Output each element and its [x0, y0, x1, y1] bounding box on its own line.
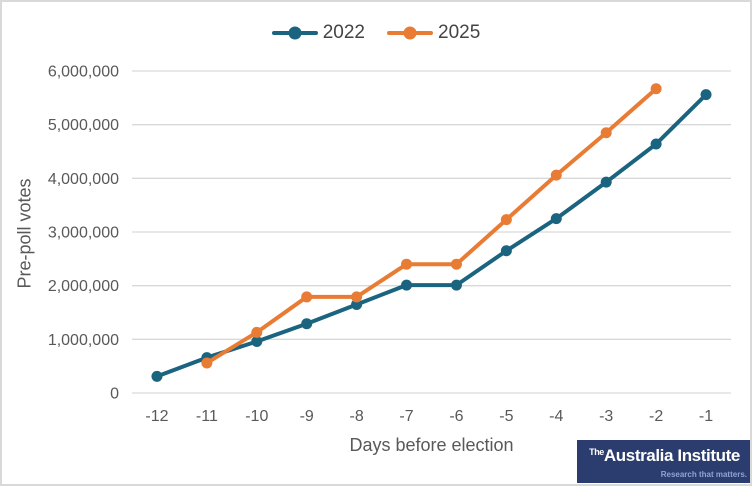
- y-tick-label: 0: [110, 386, 119, 403]
- data-point-marker-2022: [450, 279, 462, 291]
- logo-tagline: Research that matters.: [660, 470, 747, 479]
- x-tick-label: -9: [300, 408, 314, 425]
- legend-item-2025: 2025: [387, 23, 480, 42]
- y-axis-title: Pre-poll votes: [14, 178, 35, 289]
- data-point-marker-2022: [600, 176, 612, 188]
- line-marker-icon: [387, 26, 433, 40]
- data-point-marker-2022: [351, 298, 363, 310]
- data-point-marker-2022: [401, 279, 413, 291]
- logo-wordmark: TheAustralia Institute: [577, 446, 750, 465]
- data-point-marker-2025: [650, 83, 662, 95]
- data-point-marker-2025: [550, 169, 562, 181]
- x-tick-label: -4: [549, 408, 563, 425]
- x-tick-label: -7: [399, 408, 413, 425]
- legend: 2022 2025: [2, 23, 750, 42]
- y-tick-label: 5,000,000: [48, 117, 119, 134]
- x-tick-label: -11: [196, 408, 218, 425]
- y-tick-label: 4,000,000: [48, 171, 119, 188]
- data-point-marker-2022: [151, 370, 163, 382]
- logo-name: Australia Institute: [603, 446, 740, 465]
- x-tick-label: -12: [145, 408, 168, 425]
- x-tick-label: -1: [699, 408, 713, 425]
- data-point-marker-2022: [500, 245, 512, 257]
- data-point-marker-2022: [301, 318, 313, 330]
- data-point-marker-2022: [700, 89, 712, 101]
- data-point-marker-2025: [301, 291, 313, 303]
- data-point-marker-2022: [650, 138, 662, 150]
- data-point-marker-2022: [251, 335, 263, 347]
- series-line-2025: [204, 86, 659, 365]
- data-point-marker-2025: [600, 127, 612, 139]
- line-marker-icon: [271, 26, 318, 40]
- australia-institute-logo: TheAustralia Institute Research that mat…: [577, 440, 750, 483]
- x-tick-label: -3: [599, 408, 613, 425]
- x-tick-label: -5: [499, 408, 513, 425]
- legend-dot: [403, 26, 417, 39]
- data-point-marker-2025: [450, 258, 462, 270]
- data-point-marker-2025: [401, 258, 413, 270]
- x-axis-title: Days before election: [349, 435, 514, 455]
- data-point-marker-2022: [550, 213, 562, 225]
- y-tick-label: 6,000,000: [48, 64, 119, 81]
- data-point-marker-2025: [201, 357, 213, 369]
- y-tick-label: 2,000,000: [48, 278, 119, 295]
- x-tick-label: -8: [350, 408, 364, 425]
- data-point-marker-2025: [251, 326, 263, 338]
- legend-item-2022: 2022: [271, 22, 365, 43]
- legend-label-2025: 2025: [438, 22, 481, 43]
- legend-label-2022: 2022: [322, 22, 365, 43]
- logo-prefix: The: [589, 447, 604, 457]
- y-tick-label: 1,000,000: [48, 332, 119, 349]
- series-line-2022: [154, 92, 709, 379]
- data-point-marker-2025: [500, 214, 512, 226]
- x-tick-label: -2: [649, 408, 663, 425]
- y-tick-label: 3,000,000: [48, 225, 119, 242]
- x-tick-label: -10: [245, 408, 268, 425]
- x-tick-label: -6: [449, 408, 463, 425]
- legend-dot: [288, 26, 302, 39]
- data-point-marker-2025: [351, 291, 363, 303]
